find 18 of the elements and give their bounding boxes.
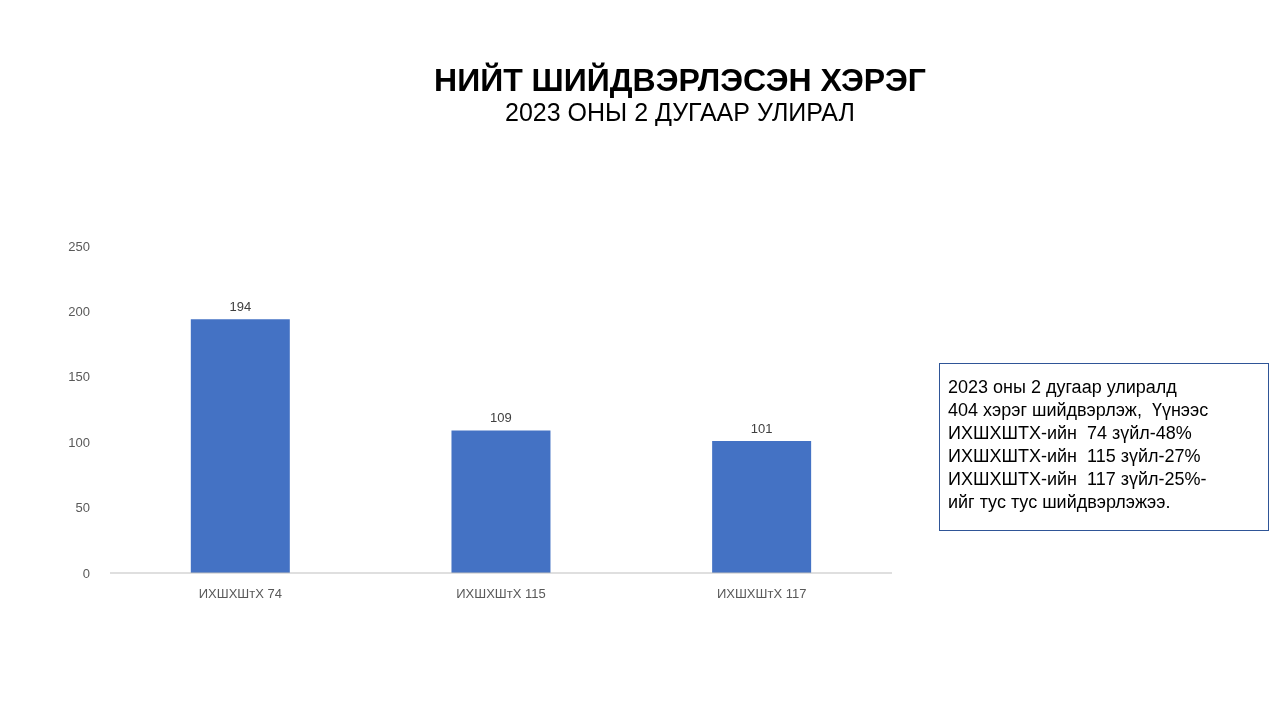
y-tick-label: 150 bbox=[68, 369, 90, 385]
x-tick-label: ИХШХШтХ 117 bbox=[716, 586, 807, 602]
chart-title: НИЙТ ШИЙДВЭРЛЭСЭН ХЭРЭГ bbox=[433, 62, 927, 99]
text: 2023 оны 2 дугаар улиралд 404 хэрэг шийдвэрлэж, Үүнээс ИХШХШТХ-ийн 74 зүйл-48% ИХШХШТХ-ийн 115 зүйл-27% ИХШХШТХ-ийн 117 зүйл-25%- ийг тус тус шийдвэрлэжээ. bbox=[939, 363, 1269, 531]
y-tick-label: 200 bbox=[68, 304, 90, 320]
y-tick-label: 250 bbox=[68, 238, 90, 254]
x-tick-label: ИХШХШтХ 74 bbox=[198, 586, 282, 602]
bar bbox=[712, 440, 812, 573]
bar bbox=[451, 430, 551, 573]
chart-subtitle: 2023 ОНЫ 2 ДУГААР УЛИРАЛ bbox=[504, 98, 856, 127]
data-label: 194 bbox=[229, 299, 252, 315]
y-tick-label: 0 bbox=[82, 565, 90, 581]
data-label: 109 bbox=[490, 410, 512, 426]
x-tick-label: ИХШХШтХ 115 bbox=[456, 586, 546, 602]
y-tick-label: 100 bbox=[68, 434, 90, 450]
bar bbox=[190, 319, 290, 573]
data-label: 101 bbox=[750, 420, 773, 436]
y-tick-label: 50 bbox=[75, 500, 90, 516]
